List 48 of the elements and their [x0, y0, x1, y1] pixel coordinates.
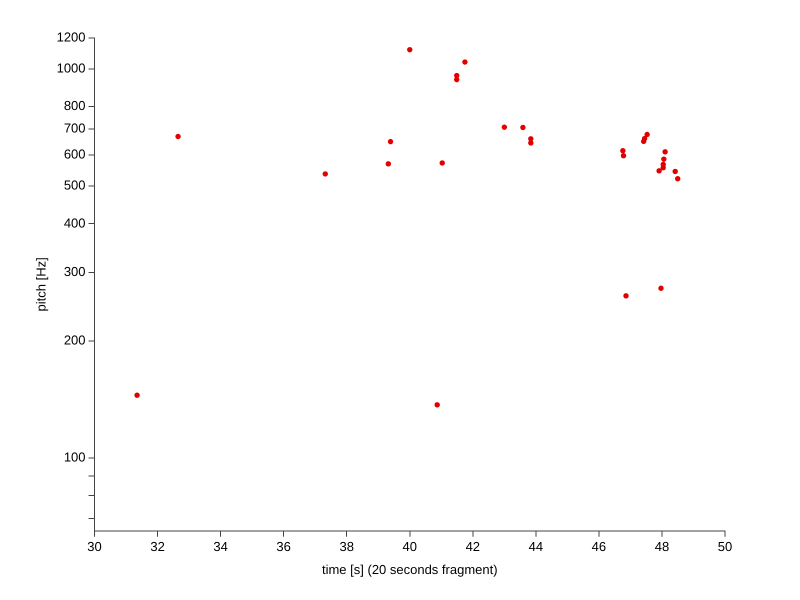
- x-tick-label: 44: [528, 539, 544, 554]
- x-tick-label: 40: [402, 539, 417, 554]
- point: [642, 136, 648, 142]
- y-tick-label: 100: [64, 450, 86, 465]
- y-tick-label: 600: [64, 146, 86, 162]
- y-tick-label: 800: [64, 98, 86, 114]
- point: [623, 293, 629, 299]
- y-tick-label: 700: [64, 120, 86, 136]
- x-tick-label: 30: [87, 539, 102, 554]
- point: [407, 46, 412, 52]
- point: [322, 171, 328, 177]
- point: [386, 161, 392, 167]
- point: [662, 149, 668, 155]
- y-tick-label: 500: [64, 178, 86, 193]
- y-tick-label: 400: [64, 215, 86, 230]
- point: [434, 402, 440, 408]
- point: [528, 136, 534, 142]
- x-tick-label: 32: [150, 539, 165, 554]
- point: [388, 138, 394, 144]
- x-axis-title: time [s] (20 seconds fragment): [322, 562, 498, 577]
- x-tick-label: 36: [276, 539, 291, 554]
- point: [658, 286, 664, 291]
- point: [672, 168, 678, 174]
- x-tick-label: 50: [718, 539, 732, 554]
- y-tick-label: 1200: [56, 30, 86, 45]
- y-tick-label: 300: [64, 264, 86, 279]
- point: [620, 148, 626, 154]
- point: [661, 156, 667, 162]
- point: [175, 134, 181, 140]
- point: [528, 140, 534, 146]
- x-tick-label: 38: [339, 539, 354, 554]
- x-tick-label: 46: [592, 539, 606, 554]
- point: [520, 124, 526, 130]
- y-tick-label: 1000: [56, 60, 86, 76]
- point: [502, 124, 508, 130]
- point: [620, 153, 626, 158]
- point: [440, 160, 445, 166]
- y-tick-label: 200: [64, 332, 86, 348]
- point: [134, 392, 140, 398]
- point: [462, 59, 468, 65]
- point: [675, 176, 680, 182]
- y-axis-title: pitch [Hz]: [33, 257, 48, 312]
- x-tick-label: 48: [654, 539, 670, 554]
- point: [656, 168, 662, 174]
- point: [454, 72, 460, 78]
- x-tick-label: 42: [466, 539, 480, 554]
- point: [644, 132, 650, 138]
- x-tick-label: 34: [213, 539, 228, 554]
